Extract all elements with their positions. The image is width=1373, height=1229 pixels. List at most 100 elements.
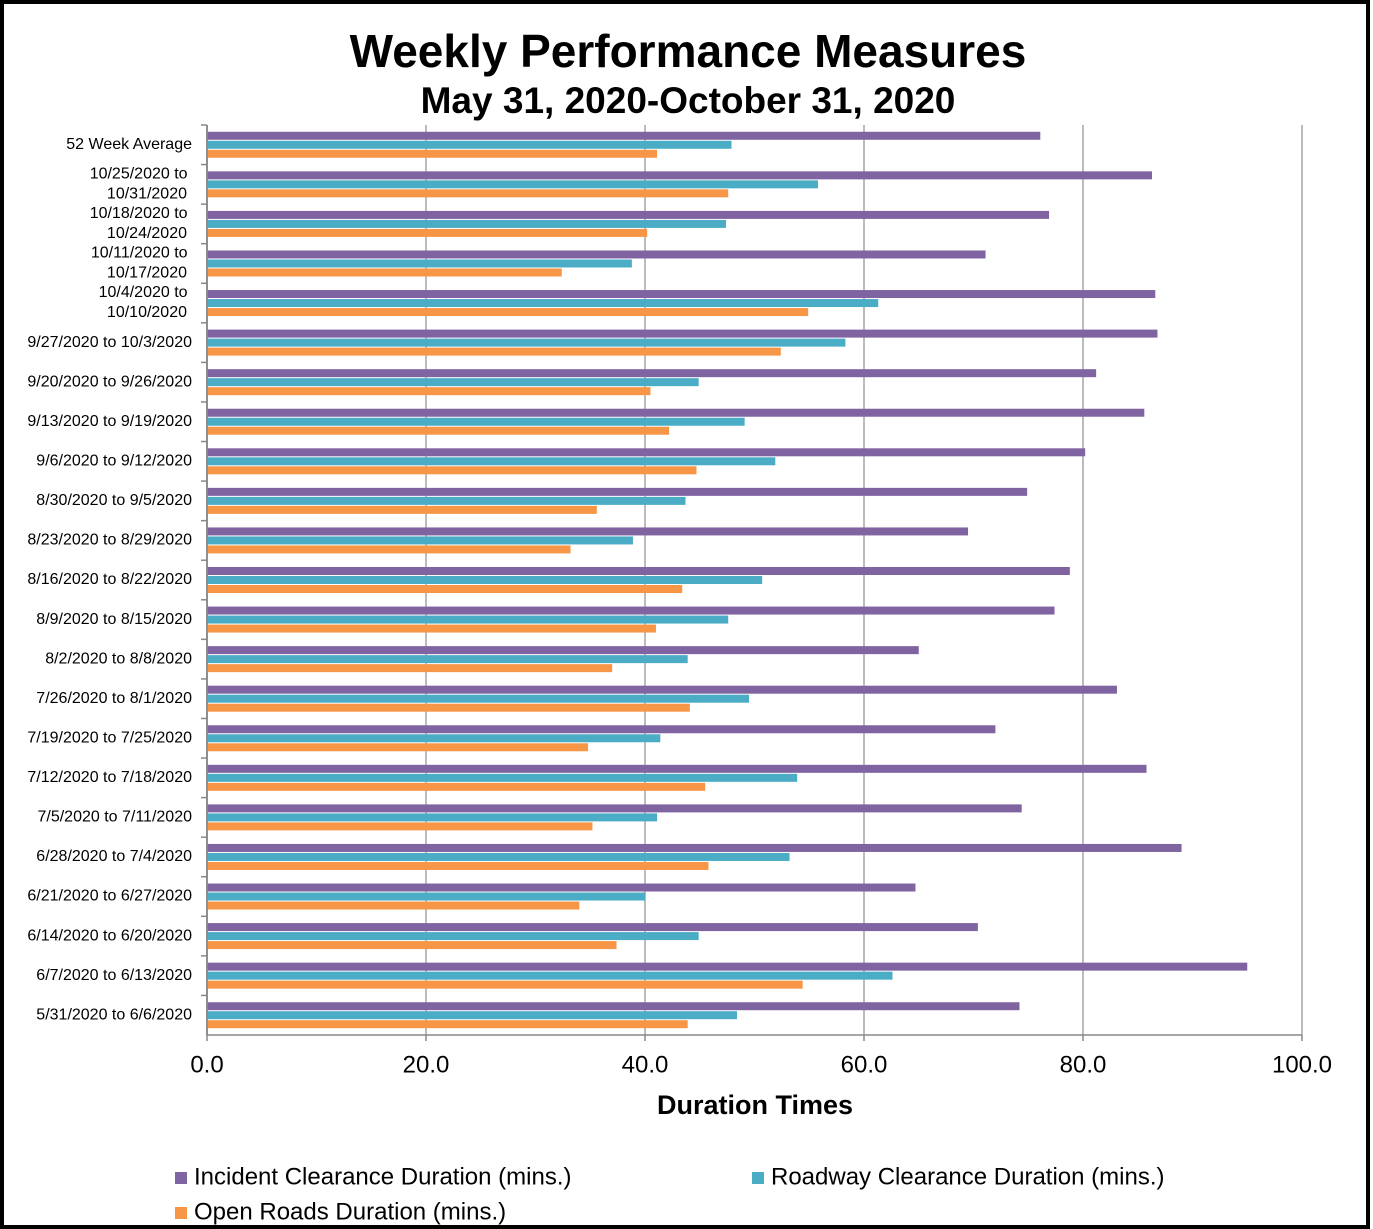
bar (207, 505, 597, 514)
bar (207, 852, 790, 861)
y-tick-label: 10/25/2020 to 10/31/2020 (90, 166, 192, 203)
bar (207, 299, 879, 308)
y-tick-label: 8/23/2020 to 8/29/2020 (27, 532, 192, 549)
bar (207, 843, 1182, 852)
x-axis-title: Duration Times (657, 1090, 853, 1120)
bar (207, 764, 1147, 773)
x-tick-label: 20.0 (403, 1051, 450, 1078)
bar (207, 268, 562, 277)
bar (207, 369, 1097, 378)
chart-title: Weekly Performance Measures (350, 25, 1027, 77)
bar (207, 228, 648, 237)
bar (207, 149, 658, 158)
y-tick-label: 9/6/2020 to 9/12/2020 (36, 453, 192, 470)
bar (207, 180, 819, 189)
bar (207, 140, 732, 149)
y-tick-label: 9/20/2020 to 9/26/2020 (27, 373, 192, 390)
bar (207, 892, 645, 901)
y-tick-label: 7/19/2020 to 7/25/2020 (27, 729, 192, 746)
y-tick-label: 8/9/2020 to 8/15/2020 (36, 611, 192, 628)
bar (207, 822, 593, 831)
bar (207, 734, 661, 743)
y-tick-label: 10/18/2020 to 10/24/2020 (90, 205, 192, 242)
legend-label: Incident Clearance Duration (mins.) (194, 1163, 572, 1190)
bar (207, 259, 632, 268)
bar (207, 131, 1041, 140)
bar (207, 426, 670, 435)
bar (207, 347, 781, 356)
y-tick-label: 52 Week Average (66, 136, 192, 153)
y-tick-label: 6/28/2020 to 7/4/2020 (36, 848, 192, 865)
legend-label: Roadway Clearance Duration (mins.) (771, 1163, 1165, 1190)
bar (207, 329, 1158, 338)
y-tick-label: 10/4/2020 to 10/10/2020 (99, 284, 192, 321)
bar (207, 545, 571, 554)
bar (207, 664, 613, 673)
y-tick-label: 8/16/2020 to 8/22/2020 (27, 571, 192, 588)
bar (207, 923, 978, 932)
bar (207, 567, 1070, 575)
bar (207, 171, 1152, 180)
bar (207, 725, 996, 734)
y-tick-label: 8/30/2020 to 9/5/2020 (36, 492, 192, 509)
bar (207, 585, 683, 593)
legend-label: Open Roads Duration (mins.) (194, 1198, 506, 1225)
chart-subtitle: May 31, 2020-October 31, 2020 (421, 80, 956, 121)
bar (207, 308, 809, 317)
bar (207, 646, 919, 655)
bar (207, 804, 1022, 813)
bar (207, 813, 658, 822)
bar (207, 210, 1050, 219)
x-tick-label: 100.0 (1272, 1051, 1332, 1078)
bar (207, 743, 589, 752)
bar (207, 417, 745, 426)
bar (207, 703, 690, 712)
y-tick-label: 7/26/2020 to 8/1/2020 (36, 690, 192, 707)
bar (207, 466, 697, 475)
bar (207, 387, 651, 396)
bar (207, 457, 776, 466)
bar (207, 408, 1145, 417)
bar (207, 496, 686, 505)
bar (207, 1020, 688, 1029)
bar (207, 694, 750, 703)
y-tick-label: 6/7/2020 to 6/13/2020 (36, 967, 192, 984)
x-tick-label: 40.0 (622, 1051, 669, 1078)
bar (207, 883, 916, 892)
y-tick-label: 5/31/2020 to 6/6/2020 (36, 1006, 192, 1023)
y-tick-label: 10/11/2020 to 10/17/2020 (91, 245, 192, 282)
bar (207, 941, 617, 950)
y-tick-label: 7/12/2020 to 7/18/2020 (27, 769, 192, 786)
bar (207, 1002, 1020, 1011)
bar (207, 378, 699, 387)
bar (207, 861, 709, 870)
y-tick-label: 9/13/2020 to 9/19/2020 (27, 413, 192, 430)
legend-swatch (175, 1172, 187, 1184)
bar (207, 932, 699, 941)
bar (207, 606, 1055, 615)
bar (207, 189, 729, 198)
bar (207, 290, 1156, 299)
legend-swatch (175, 1207, 187, 1219)
y-tick-label: 6/21/2020 to 6/27/2020 (27, 888, 192, 905)
bar (207, 219, 727, 228)
bar (207, 338, 846, 347)
y-tick-label: 9/27/2020 to 10/3/2020 (27, 334, 192, 351)
bar (207, 773, 798, 782)
y-tick-label: 8/2/2020 to 8/8/2020 (45, 650, 192, 667)
bar (207, 536, 633, 545)
bar (207, 655, 688, 664)
bar (207, 448, 1086, 457)
bar (207, 782, 706, 791)
bar (207, 1011, 737, 1020)
bar (207, 250, 986, 259)
bar (207, 527, 969, 536)
legend-swatch (752, 1172, 764, 1184)
y-tick-label: 6/14/2020 to 6/20/2020 (27, 927, 192, 944)
x-tick-label: 0.0 (190, 1051, 223, 1078)
bar (207, 576, 763, 584)
x-tick-label: 60.0 (841, 1051, 888, 1078)
bar (207, 980, 803, 989)
bar (207, 962, 1248, 971)
